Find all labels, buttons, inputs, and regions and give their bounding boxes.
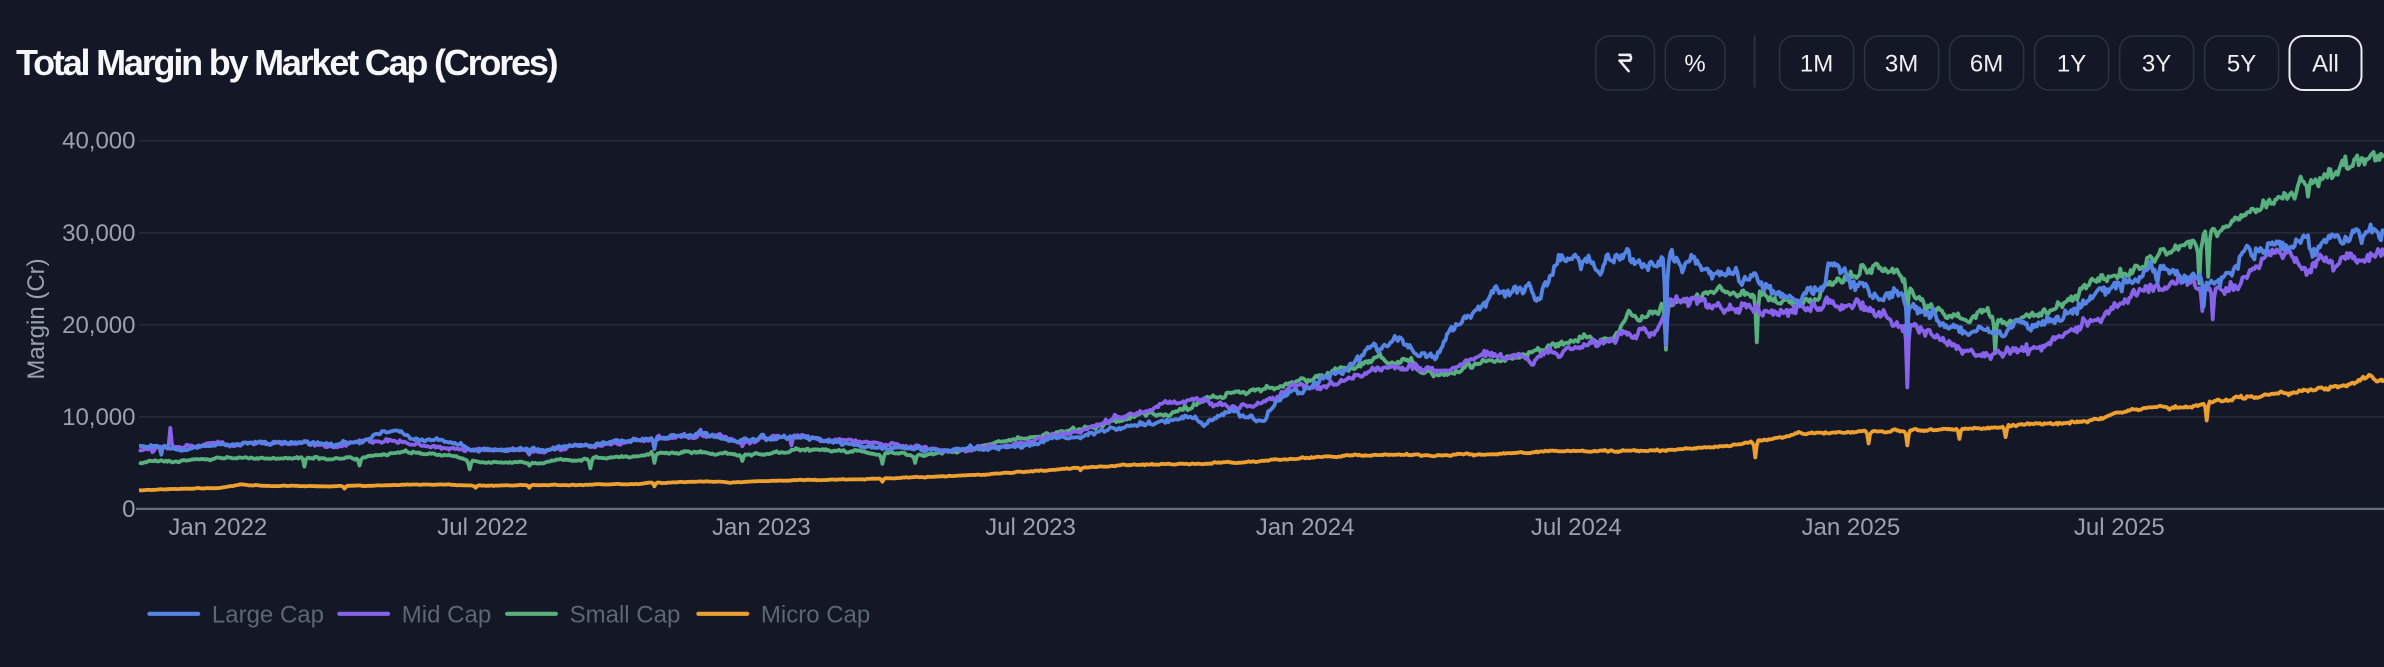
svg-text:Jul 2024: Jul 2024 (1531, 514, 1622, 541)
svg-text:Large Cap: Large Cap (212, 602, 324, 629)
svg-text:5Y: 5Y (2227, 51, 2256, 78)
svg-text:Jan 2023: Jan 2023 (712, 514, 811, 541)
svg-text:1Y: 1Y (2057, 51, 2086, 78)
svg-text:Jan 2022: Jan 2022 (168, 514, 267, 541)
svg-text:20,000: 20,000 (62, 312, 135, 339)
svg-text:3Y: 3Y (2142, 51, 2171, 78)
svg-text:All: All (2312, 51, 2339, 78)
svg-text:Total Margin by Market Cap (Cr: Total Margin by Market Cap (Crores) (16, 42, 558, 83)
svg-text:6M: 6M (1970, 51, 2003, 78)
svg-text:Small Cap: Small Cap (570, 602, 681, 629)
svg-text:40,000: 40,000 (62, 128, 135, 155)
svg-text:Jul 2022: Jul 2022 (437, 514, 528, 541)
svg-text:Jul 2025: Jul 2025 (2074, 514, 2165, 541)
svg-text:Jan 2025: Jan 2025 (1802, 514, 1901, 541)
svg-text:1M: 1M (1800, 51, 1833, 78)
svg-text:Jan 2024: Jan 2024 (1256, 514, 1355, 541)
svg-text:Mid Cap: Mid Cap (402, 602, 491, 629)
svg-text:Jul 2023: Jul 2023 (985, 514, 1076, 541)
svg-text:Margin (Cr): Margin (Cr) (23, 258, 50, 379)
svg-text:%: % (1684, 51, 1705, 78)
svg-text:30,000: 30,000 (62, 220, 135, 247)
svg-text:Micro Cap: Micro Cap (761, 602, 870, 629)
svg-text:10,000: 10,000 (62, 404, 135, 431)
svg-text:0: 0 (122, 496, 135, 523)
svg-text:3M: 3M (1885, 51, 1918, 78)
